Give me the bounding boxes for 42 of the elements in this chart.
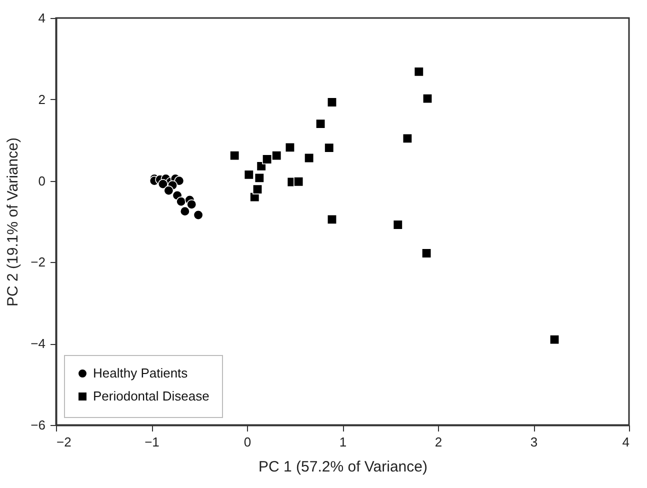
legend-label: Periodontal Disease (93, 388, 210, 404)
y-tick-label: 2 (38, 92, 46, 107)
y-tick-label: 0 (38, 173, 46, 188)
point (550, 334, 560, 345)
point (402, 133, 412, 144)
point (176, 196, 186, 207)
point (294, 176, 304, 187)
point (180, 206, 190, 216)
point (284, 142, 295, 152)
point (193, 210, 204, 220)
x-axis-title: PC 1 (57.2% of Variance) (258, 458, 428, 476)
point (326, 214, 338, 224)
point (414, 66, 424, 77)
y-tick-label: −2 (30, 254, 46, 270)
y-tick-label: 4 (38, 10, 46, 26)
point (326, 97, 338, 108)
x-tick-label: 3 (530, 434, 538, 450)
legend-label: Healthy Patients (93, 366, 188, 380)
y-axis-title: PC 2 (19.1% of Variance) (4, 138, 22, 306)
x-tick-label: 1 (339, 434, 347, 450)
point (252, 184, 263, 194)
point (164, 186, 174, 196)
x-tick-label: 0 (244, 434, 252, 450)
y-tick-label: −4 (30, 336, 46, 352)
point (158, 179, 168, 190)
point (262, 154, 272, 164)
point (422, 248, 432, 258)
point (186, 199, 197, 210)
point (230, 150, 240, 161)
point (304, 153, 314, 164)
point (392, 220, 403, 230)
point (316, 118, 326, 129)
x-tick-label: −1 (144, 434, 160, 450)
point (324, 142, 334, 153)
y-tick-label: −6 (30, 418, 46, 432)
point (422, 94, 433, 104)
x-tick-label: 2 (434, 434, 442, 450)
point (254, 172, 264, 183)
point (272, 150, 282, 161)
x-tick-label: 4 (622, 434, 630, 450)
point (244, 170, 254, 180)
x-tick-label: −2 (56, 434, 72, 450)
